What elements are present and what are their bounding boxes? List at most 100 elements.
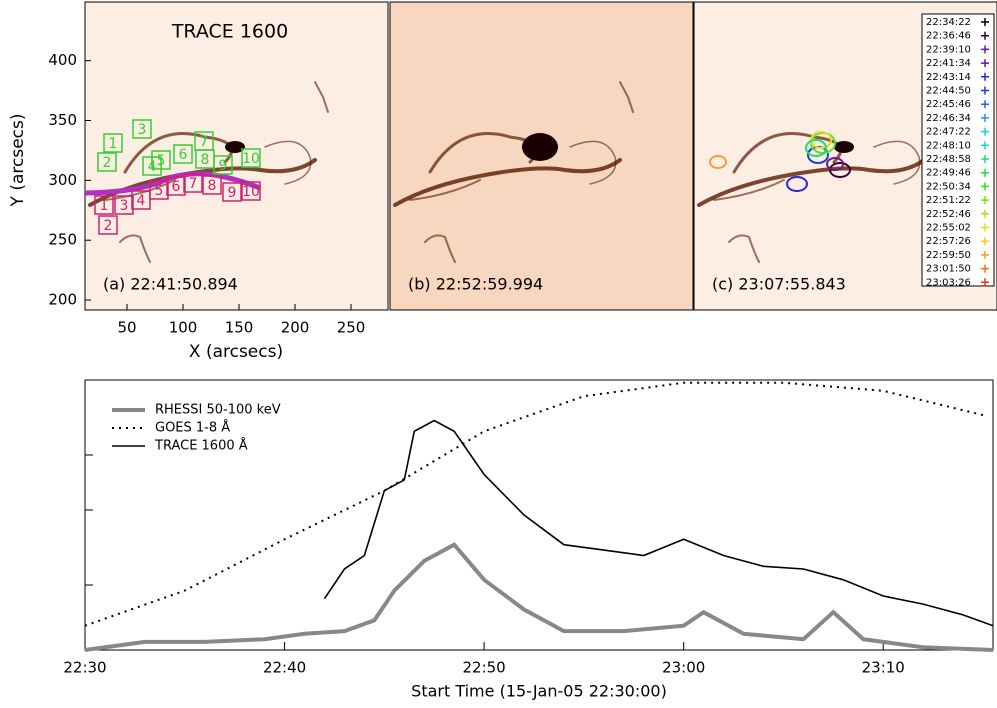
x-tick-label: 100 bbox=[169, 319, 198, 337]
marker-box bbox=[149, 180, 169, 200]
x-tick-label: 23:10 bbox=[862, 659, 905, 677]
legend-label: 22:43:14 bbox=[926, 72, 971, 83]
marker-box bbox=[103, 133, 123, 153]
legend-label: 22:50:34 bbox=[926, 181, 971, 192]
ribbon bbox=[393, 158, 622, 207]
x-axis-label: Start Time (15-Jan-05 22:30:00) bbox=[411, 682, 667, 701]
legend-marker bbox=[981, 223, 989, 232]
legend-label: 22:52:46 bbox=[926, 209, 971, 220]
marker-box bbox=[132, 119, 152, 139]
panel-title: TRACE 1600 bbox=[171, 21, 288, 43]
marker-label: 4 bbox=[137, 193, 146, 209]
marker-label: 10 bbox=[242, 151, 260, 167]
marker-box bbox=[97, 152, 117, 172]
marker-box bbox=[98, 215, 118, 235]
kernel bbox=[834, 141, 854, 153]
legend-marker bbox=[981, 237, 989, 246]
legend-label: RHESSI 50-100 keV bbox=[155, 403, 281, 418]
marker-box bbox=[151, 150, 171, 170]
x-tick-label: 150 bbox=[225, 319, 254, 337]
marker-box bbox=[202, 175, 222, 195]
x-tick-label: 22:30 bbox=[63, 659, 106, 677]
legend-label: 22:57:26 bbox=[926, 236, 971, 247]
y-axis-label: Y (arcsecs) bbox=[8, 114, 28, 208]
y-tick-label: 400 bbox=[48, 51, 77, 69]
legend-marker bbox=[981, 155, 989, 163]
panel-label: (a) 22:41:50.894 bbox=[103, 275, 238, 294]
marker-box bbox=[213, 155, 233, 175]
marker-label: 2 bbox=[104, 218, 113, 234]
x-axis-label: X (arcsecs) bbox=[189, 342, 283, 362]
y-tick-label: 250 bbox=[48, 231, 77, 249]
y-tick-label: 200 bbox=[48, 291, 77, 309]
legend-label: 22:59:50 bbox=[926, 250, 971, 261]
ribbon bbox=[713, 179, 785, 263]
series-line bbox=[84, 381, 984, 627]
marker-box bbox=[166, 176, 186, 196]
legend-label: 22:34:22 bbox=[926, 17, 971, 28]
loop bbox=[569, 140, 617, 185]
legend-label: 22:48:10 bbox=[926, 140, 971, 151]
plage bbox=[314, 81, 329, 113]
legend-marker bbox=[981, 113, 989, 122]
legend-marker bbox=[981, 59, 989, 68]
legend-marker bbox=[981, 31, 989, 40]
contour bbox=[805, 139, 827, 157]
marker-box bbox=[241, 181, 261, 201]
x-tick-label: 23:00 bbox=[662, 659, 705, 677]
series-line bbox=[323, 419, 994, 627]
x-tick-label: 22:40 bbox=[263, 659, 306, 677]
ribbon bbox=[409, 179, 481, 263]
legend-marker bbox=[981, 100, 989, 109]
marker-box bbox=[114, 195, 134, 215]
marker-label: 7 bbox=[200, 134, 209, 150]
image-panel bbox=[84, 1, 389, 311]
x-tick-label: 250 bbox=[337, 319, 366, 337]
x-tick-label: 200 bbox=[281, 319, 310, 337]
legend-label: 22:47:22 bbox=[926, 127, 971, 138]
legend-marker bbox=[981, 278, 989, 287]
legend-marker bbox=[981, 168, 989, 177]
panel-label: (b) 22:52:59.994 bbox=[408, 275, 543, 294]
marker-label: 7 bbox=[189, 176, 198, 192]
marker-label: 6 bbox=[172, 179, 181, 195]
y-tick-label: 350 bbox=[48, 111, 77, 129]
legend-label: 22:41:34 bbox=[926, 58, 971, 69]
loop bbox=[873, 140, 921, 185]
legend-marker bbox=[981, 18, 989, 26]
contour bbox=[786, 176, 808, 192]
legend-label: 22:46:34 bbox=[926, 113, 971, 124]
legend-marker bbox=[981, 45, 989, 54]
panel-label: (c) 23:07:55.843 bbox=[712, 275, 846, 294]
legend-label: 23:01:50 bbox=[926, 264, 971, 275]
plot-frame bbox=[84, 379, 994, 651]
legend-label: 22:49:46 bbox=[926, 168, 971, 179]
marker-box bbox=[183, 173, 203, 193]
marker-label: 3 bbox=[138, 122, 147, 138]
legend-marker bbox=[981, 196, 989, 205]
marker-label: 9 bbox=[228, 185, 237, 201]
legend-label: 23:03:26 bbox=[926, 277, 971, 288]
legend-marker bbox=[981, 182, 989, 191]
marker-label: 8 bbox=[208, 178, 217, 194]
marker-label: 9 bbox=[219, 158, 228, 174]
ribbon bbox=[697, 158, 926, 207]
series-line bbox=[84, 542, 994, 652]
marker-label: 3 bbox=[120, 198, 129, 214]
marker-label: 1 bbox=[109, 136, 118, 152]
marker-box bbox=[173, 144, 193, 164]
legend-label: 22:36:46 bbox=[926, 31, 971, 42]
marker-box bbox=[222, 182, 242, 202]
contour bbox=[829, 162, 851, 178]
kernel bbox=[522, 133, 558, 161]
y-tick-label: 300 bbox=[48, 171, 77, 189]
marker-label: 2 bbox=[103, 155, 112, 171]
marker-label: 5 bbox=[157, 153, 166, 169]
marker-label: 10 bbox=[242, 184, 260, 200]
marker-box bbox=[94, 195, 114, 215]
solar-features bbox=[393, 81, 634, 263]
legend-marker bbox=[981, 209, 989, 218]
legend-marker bbox=[981, 141, 989, 150]
kernel bbox=[225, 141, 245, 153]
